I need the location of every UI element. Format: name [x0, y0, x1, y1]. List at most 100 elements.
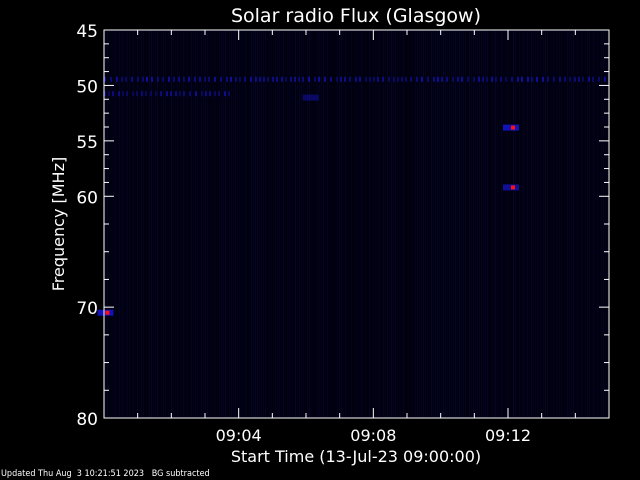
noise-streak: [519, 30, 520, 418]
noise-streak: [533, 30, 534, 418]
noise-streak: [159, 30, 160, 418]
emission-band-segment: [486, 76, 488, 82]
noise-streak: [505, 30, 506, 418]
emission-band-segment: [230, 76, 232, 82]
noise-streak: [123, 30, 124, 418]
emission-band-segment: [478, 76, 480, 82]
emission-band-segment: [263, 76, 265, 82]
noise-streak: [397, 30, 398, 418]
emission-band-segment: [228, 91, 230, 97]
noise-streak: [341, 30, 342, 418]
emission-band-segment: [314, 76, 316, 82]
noise-streak: [351, 30, 352, 418]
noise-streak: [477, 30, 478, 418]
noise-streak: [323, 30, 324, 418]
bg-subtracted-note: BG subtracted: [151, 469, 210, 479]
noise-streak: [473, 30, 474, 418]
noise-streak: [571, 30, 572, 418]
noise-streak: [553, 30, 554, 418]
noise-streak: [273, 30, 274, 418]
noise-streak: [377, 30, 378, 418]
noise-streak: [449, 30, 450, 418]
noise-streak: [517, 30, 518, 418]
emission-band-segment: [578, 76, 580, 82]
emission-band-segment: [330, 76, 332, 82]
noise-streak: [165, 30, 166, 418]
emission-band-segment: [235, 76, 237, 82]
emission-band-segment: [166, 91, 168, 97]
y-tick-label: 70: [76, 299, 98, 319]
noise-streak: [579, 30, 580, 418]
noise-streak: [213, 30, 214, 418]
noise-streak: [145, 30, 146, 418]
emission-band-segment: [542, 76, 544, 82]
noise-streak: [183, 30, 184, 418]
noise-streak: [573, 30, 574, 418]
noise-streak: [111, 30, 112, 418]
noise-streak: [309, 30, 310, 418]
emission-band-segment: [441, 76, 443, 82]
noise-streak: [321, 30, 322, 418]
emission-band-segment: [536, 76, 538, 82]
noise-streak: [493, 30, 494, 418]
updated-timestamp: Updated Thu Aug 3 10:21:51 2023: [1, 469, 145, 479]
emission-band-segment: [553, 76, 555, 82]
emission-band-segment: [173, 76, 175, 82]
noise-streak: [597, 30, 598, 418]
y-tick-label: 55: [76, 133, 98, 153]
noise-streak: [267, 30, 268, 418]
noise-streak: [539, 30, 540, 418]
emission-band-segment: [118, 91, 120, 97]
emission-band-segment: [405, 76, 407, 82]
emission-band-segment: [308, 76, 310, 82]
noise-streak: [547, 30, 548, 418]
noise-streak: [411, 30, 412, 418]
emission-spot-halo: [302, 94, 319, 101]
emission-band-segment: [168, 76, 170, 82]
emission-band-segment: [214, 91, 216, 97]
emission-band-segment: [401, 76, 403, 82]
noise-streak: [355, 30, 356, 418]
emission-band-segment: [259, 76, 261, 82]
emission-band-segment: [112, 91, 114, 97]
emission-band-segment: [276, 76, 278, 82]
noise-streak: [363, 30, 364, 418]
emission-spot-peak: [105, 310, 110, 315]
noise-streak: [223, 30, 224, 418]
noise-streak: [593, 30, 594, 418]
emission-band-segment: [122, 91, 124, 97]
noise-streak: [175, 30, 176, 418]
emission-band-segment: [141, 91, 143, 97]
emission-band-segment: [527, 76, 529, 82]
emission-band-segment: [110, 76, 112, 82]
noise-streak: [491, 30, 492, 418]
noise-streak: [551, 30, 552, 418]
noise-streak: [249, 30, 250, 418]
noise-streak: [595, 30, 596, 418]
noise-streak: [535, 30, 536, 418]
noise-streak: [353, 30, 354, 418]
emission-band-segment: [349, 76, 351, 82]
emission-band-segment: [344, 76, 346, 82]
noise-streak: [127, 30, 128, 418]
noise-streak: [255, 30, 256, 418]
noise-streak: [339, 30, 340, 418]
emission-band-segment: [500, 76, 502, 82]
noise-streak: [319, 30, 320, 418]
noise-streak: [501, 30, 502, 418]
emission-band-segment: [189, 91, 191, 97]
emission-band-segment: [151, 76, 153, 82]
y-tick-label: 50: [76, 77, 98, 97]
noise-streak: [239, 30, 240, 418]
noise-streak: [513, 30, 514, 418]
emission-band-segment: [108, 91, 110, 97]
emission-band-segment: [267, 76, 269, 82]
noise-streak: [281, 30, 282, 418]
noise-streak: [337, 30, 338, 418]
emission-band-segment: [162, 76, 164, 82]
noise-streak: [263, 30, 264, 418]
noise-streak: [315, 30, 316, 418]
noise-streak: [441, 30, 442, 418]
emission-band-segment: [382, 76, 384, 82]
noise-streak: [147, 30, 148, 418]
